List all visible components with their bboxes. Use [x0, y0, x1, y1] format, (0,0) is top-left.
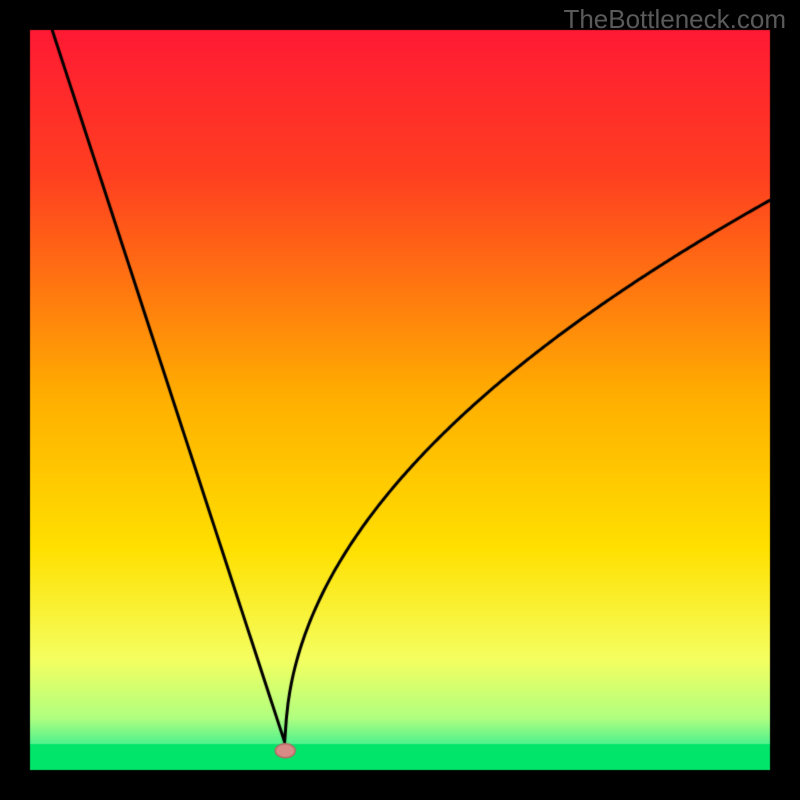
figure-outer: TheBottleneck.com — [0, 0, 800, 800]
watermark-text: TheBottleneck.com — [563, 4, 786, 35]
plot-area — [0, 0, 800, 800]
bottleneck-curve-chart — [0, 0, 800, 800]
